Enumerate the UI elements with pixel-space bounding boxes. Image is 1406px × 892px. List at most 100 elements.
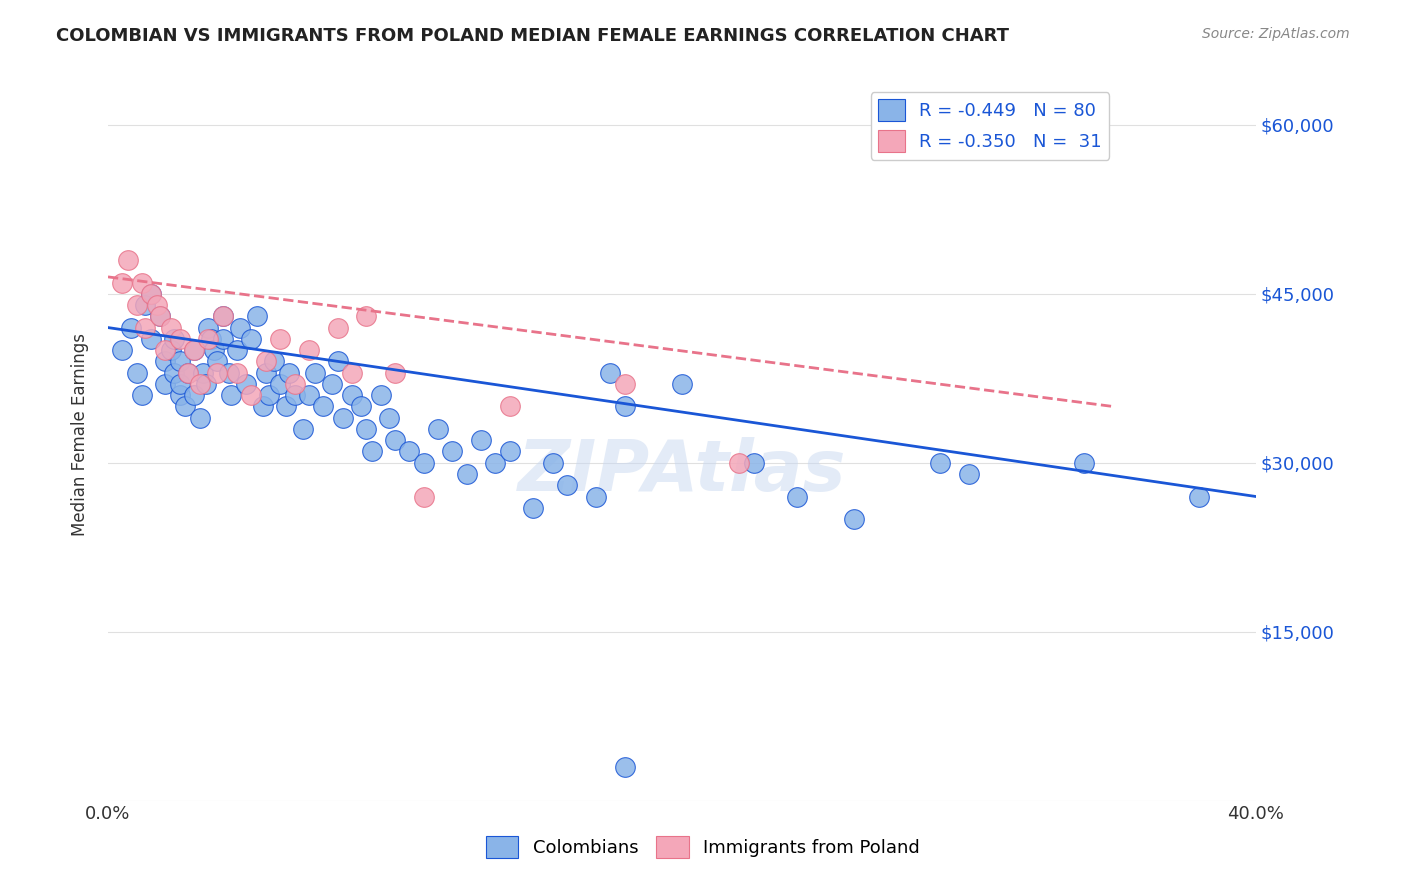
Point <box>252 400 274 414</box>
Point <box>197 332 219 346</box>
Point <box>211 310 233 324</box>
Point <box>370 388 392 402</box>
Point <box>163 332 186 346</box>
Point <box>356 310 378 324</box>
Point <box>183 343 205 357</box>
Point <box>177 366 200 380</box>
Point <box>226 366 249 380</box>
Point <box>298 388 321 402</box>
Point <box>555 478 578 492</box>
Point <box>332 410 354 425</box>
Point <box>139 286 162 301</box>
Point <box>499 400 522 414</box>
Legend: Colombians, Immigrants from Poland: Colombians, Immigrants from Poland <box>478 829 928 865</box>
Point <box>183 343 205 357</box>
Point <box>149 310 172 324</box>
Point <box>269 332 291 346</box>
Point <box>929 456 952 470</box>
Point <box>229 320 252 334</box>
Point <box>283 376 305 391</box>
Point <box>202 343 225 357</box>
Point <box>321 376 343 391</box>
Point <box>240 332 263 346</box>
Point <box>194 376 217 391</box>
Point <box>160 343 183 357</box>
Point <box>484 456 506 470</box>
Point <box>155 343 177 357</box>
Point <box>254 354 277 368</box>
Point <box>269 376 291 391</box>
Point <box>240 388 263 402</box>
Point <box>957 467 980 481</box>
Point <box>522 500 544 515</box>
Point <box>177 366 200 380</box>
Point <box>125 298 148 312</box>
Point <box>125 366 148 380</box>
Point <box>349 400 371 414</box>
Point <box>131 388 153 402</box>
Point <box>226 343 249 357</box>
Point <box>188 376 211 391</box>
Point <box>205 354 228 368</box>
Point <box>197 320 219 334</box>
Text: COLOMBIAN VS IMMIGRANTS FROM POLAND MEDIAN FEMALE EARNINGS CORRELATION CHART: COLOMBIAN VS IMMIGRANTS FROM POLAND MEDI… <box>56 27 1010 45</box>
Point <box>257 388 280 402</box>
Point <box>427 422 450 436</box>
Point <box>169 332 191 346</box>
Point <box>786 490 808 504</box>
Point <box>163 366 186 380</box>
Point <box>155 376 177 391</box>
Point <box>277 366 299 380</box>
Point <box>146 298 169 312</box>
Point <box>183 388 205 402</box>
Point <box>613 376 636 391</box>
Point <box>191 366 214 380</box>
Point <box>499 444 522 458</box>
Point <box>671 376 693 391</box>
Point <box>117 252 139 267</box>
Text: ZIPAtlas: ZIPAtlas <box>517 437 846 506</box>
Point <box>169 354 191 368</box>
Point <box>174 400 197 414</box>
Point <box>340 366 363 380</box>
Point <box>169 388 191 402</box>
Point <box>160 320 183 334</box>
Point <box>149 310 172 324</box>
Point <box>361 444 384 458</box>
Point <box>398 444 420 458</box>
Point <box>326 320 349 334</box>
Point <box>254 366 277 380</box>
Point <box>120 320 142 334</box>
Point <box>134 298 156 312</box>
Point <box>211 332 233 346</box>
Point <box>412 456 434 470</box>
Point <box>456 467 478 481</box>
Point <box>205 366 228 380</box>
Point <box>742 456 765 470</box>
Point <box>1073 456 1095 470</box>
Point <box>218 366 240 380</box>
Point <box>326 354 349 368</box>
Text: Source: ZipAtlas.com: Source: ZipAtlas.com <box>1202 27 1350 41</box>
Point <box>441 444 464 458</box>
Point <box>384 366 406 380</box>
Point <box>111 343 134 357</box>
Point <box>263 354 285 368</box>
Point <box>139 332 162 346</box>
Point <box>169 376 191 391</box>
Point <box>283 388 305 402</box>
Point <box>541 456 564 470</box>
Legend: R = -0.449   N = 80, R = -0.350   N =  31: R = -0.449 N = 80, R = -0.350 N = 31 <box>870 92 1109 160</box>
Point <box>188 410 211 425</box>
Point <box>139 286 162 301</box>
Point <box>298 343 321 357</box>
Y-axis label: Median Female Earnings: Median Female Earnings <box>72 333 89 536</box>
Point <box>134 320 156 334</box>
Point <box>613 400 636 414</box>
Point <box>155 354 177 368</box>
Point <box>599 366 621 380</box>
Point <box>356 422 378 436</box>
Point <box>412 490 434 504</box>
Point <box>131 276 153 290</box>
Point <box>1187 490 1209 504</box>
